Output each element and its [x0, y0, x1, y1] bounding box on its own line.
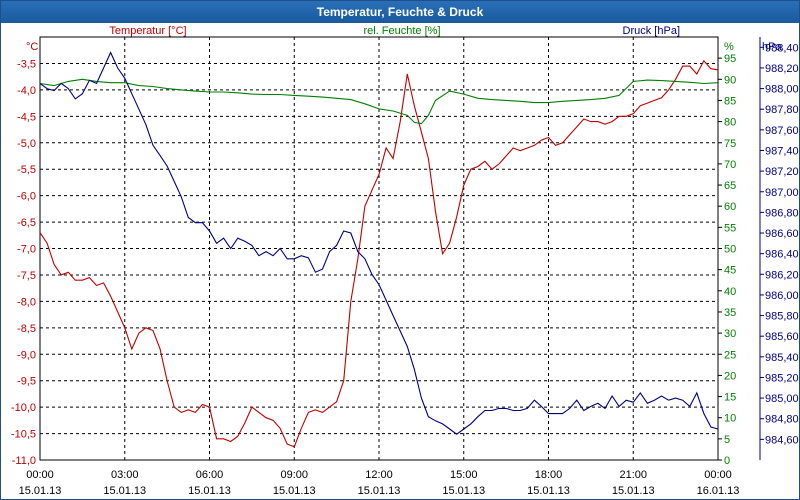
pressure-tick-label: 984,80 — [765, 414, 799, 426]
humidity-tick-label: 85 — [724, 95, 736, 107]
x-tick-time-label: 15:00 — [450, 469, 478, 481]
humidity-tick-label: 95 — [724, 53, 736, 65]
pressure-tick-label: 985,00 — [765, 393, 799, 405]
x-tick-time-label: 21:00 — [619, 469, 647, 481]
x-tick-time-label: 03:00 — [111, 469, 139, 481]
humidity-tick-label: 50 — [724, 244, 736, 256]
pressure-tick-label: 987,40 — [765, 145, 799, 157]
series-line-temperature — [39, 59, 719, 448]
pressure-tick-label: 985,40 — [765, 352, 799, 364]
x-tick-date-label: 16.01.13 — [697, 485, 740, 497]
humidity-tick-label: 90 — [724, 74, 736, 86]
x-tick-time-label: 12:00 — [365, 469, 393, 481]
x-tick-date-label: 15.01.13 — [188, 485, 231, 497]
humidity-tick-label: 45 — [724, 265, 736, 277]
pressure-tick-label: 988,40 — [765, 42, 799, 54]
humidity-tick-label: 40 — [724, 286, 736, 298]
pressure-tick-label: 987,00 — [765, 187, 799, 199]
temperature-tick-label: -10,0 — [11, 402, 36, 414]
x-tick-date-label: 15.01.13 — [103, 485, 146, 497]
x-tick-time-label: 00:00 — [26, 469, 54, 481]
temperature-tick-label: -11,0 — [12, 455, 36, 467]
humidity-tick-label: 60 — [724, 201, 736, 213]
temperature-tick-label: -5,0 — [17, 138, 36, 150]
x-tick-time-label: 09:00 — [280, 469, 308, 481]
temperature-tick-label: -4,5 — [17, 111, 36, 123]
temperature-tick-label: -6,5 — [17, 217, 36, 229]
humidity-tick-label: 25 — [724, 349, 736, 361]
humidity-unit-label: % — [724, 41, 734, 53]
temperature-tick-label: -9,5 — [17, 376, 36, 388]
humidity-tick-label: 30 — [724, 328, 736, 340]
temperature-tick-label: -8,5 — [17, 323, 36, 335]
series-line-pressure — [39, 51, 719, 435]
temperature-tick-label: -7,5 — [17, 270, 36, 282]
pressure-tick-label: 986,80 — [765, 207, 799, 219]
x-tick-date-label: 15.01.13 — [358, 485, 401, 497]
temperature-tick-label: -9,0 — [17, 349, 36, 361]
legend-pressure: Druck [hPa] — [623, 25, 680, 37]
window-title: Temperatur, Feuchte & Druck — [1, 1, 799, 23]
humidity-tick-label: 0 — [724, 455, 730, 467]
pressure-tick-label: 986,60 — [765, 228, 799, 240]
x-tick-time-label: 06:00 — [196, 469, 224, 481]
humidity-tick-label: 70 — [724, 159, 736, 171]
pressure-tick-label: 986,00 — [765, 290, 799, 302]
humidity-tick-label: 10 — [724, 413, 736, 425]
x-tick-date-label: 15.01.13 — [442, 485, 485, 497]
temperature-tick-label: -4,0 — [17, 85, 36, 97]
humidity-tick-label: 15 — [724, 392, 736, 404]
humidity-tick-label: 65 — [724, 180, 736, 192]
axis-layer: -3,5 -4,0 -4,5 -5,0 -5,5 -6,0 -6,5 -7,0 -7,5 -8,0… — [11, 37, 799, 497]
temperature-tick-label: -10,5 — [11, 429, 36, 441]
temperature-unit-label: °C — [26, 41, 38, 53]
humidity-tick-label: 5 — [724, 434, 730, 446]
humidity-tick-label: 20 — [724, 370, 736, 382]
pressure-tick-label: 985,20 — [765, 372, 799, 384]
x-tick-time-label: 18:00 — [535, 469, 563, 481]
series-layer — [39, 51, 719, 448]
x-tick-date-label: 15.01.13 — [612, 485, 655, 497]
pressure-unit-label: hPa — [762, 41, 782, 53]
x-tick-date-label: 15.01.13 — [273, 485, 316, 497]
humidity-tick-label: 35 — [724, 307, 736, 319]
pressure-tick-label: 988,00 — [765, 84, 799, 96]
grid-lines — [40, 37, 718, 460]
humidity-tick-label: 80 — [724, 117, 736, 129]
pressure-tick-label: 985,80 — [765, 311, 799, 323]
temperature-tick-label: -6,0 — [17, 191, 36, 203]
temperature-tick-label: -5,5 — [17, 164, 36, 176]
humidity-tick-label: 75 — [724, 138, 736, 150]
legend-layer: Temperatur [°C] rel. Feuchte [%] Druck [hP… — [109, 25, 680, 37]
pressure-tick-label: 984,60 — [765, 434, 799, 446]
temperature-tick-label: -3,5 — [17, 58, 36, 70]
pressure-tick-label: 987,60 — [765, 125, 799, 137]
humidity-tick-label: 55 — [724, 222, 736, 234]
pressure-tick-label: 988,20 — [765, 63, 799, 75]
pressure-tick-label: 987,80 — [765, 104, 799, 116]
pressure-tick-label: 985,60 — [765, 331, 799, 343]
pressure-tick-label: 986,20 — [765, 269, 799, 281]
temperature-tick-label: -7,0 — [17, 244, 36, 256]
pressure-tick-label: 987,20 — [765, 166, 799, 178]
series-line-humidity — [39, 78, 719, 125]
temperature-tick-label: -8,0 — [17, 296, 36, 308]
legend-temperature: Temperatur [°C] — [109, 25, 186, 37]
x-tick-time-label: 00:00 — [704, 469, 732, 481]
x-tick-date-label: 15.01.13 — [19, 485, 62, 497]
pressure-tick-label: 986,40 — [765, 249, 799, 261]
x-tick-date-label: 15.01.13 — [527, 485, 570, 497]
legend-humidity: rel. Feuchte [%] — [363, 25, 440, 37]
